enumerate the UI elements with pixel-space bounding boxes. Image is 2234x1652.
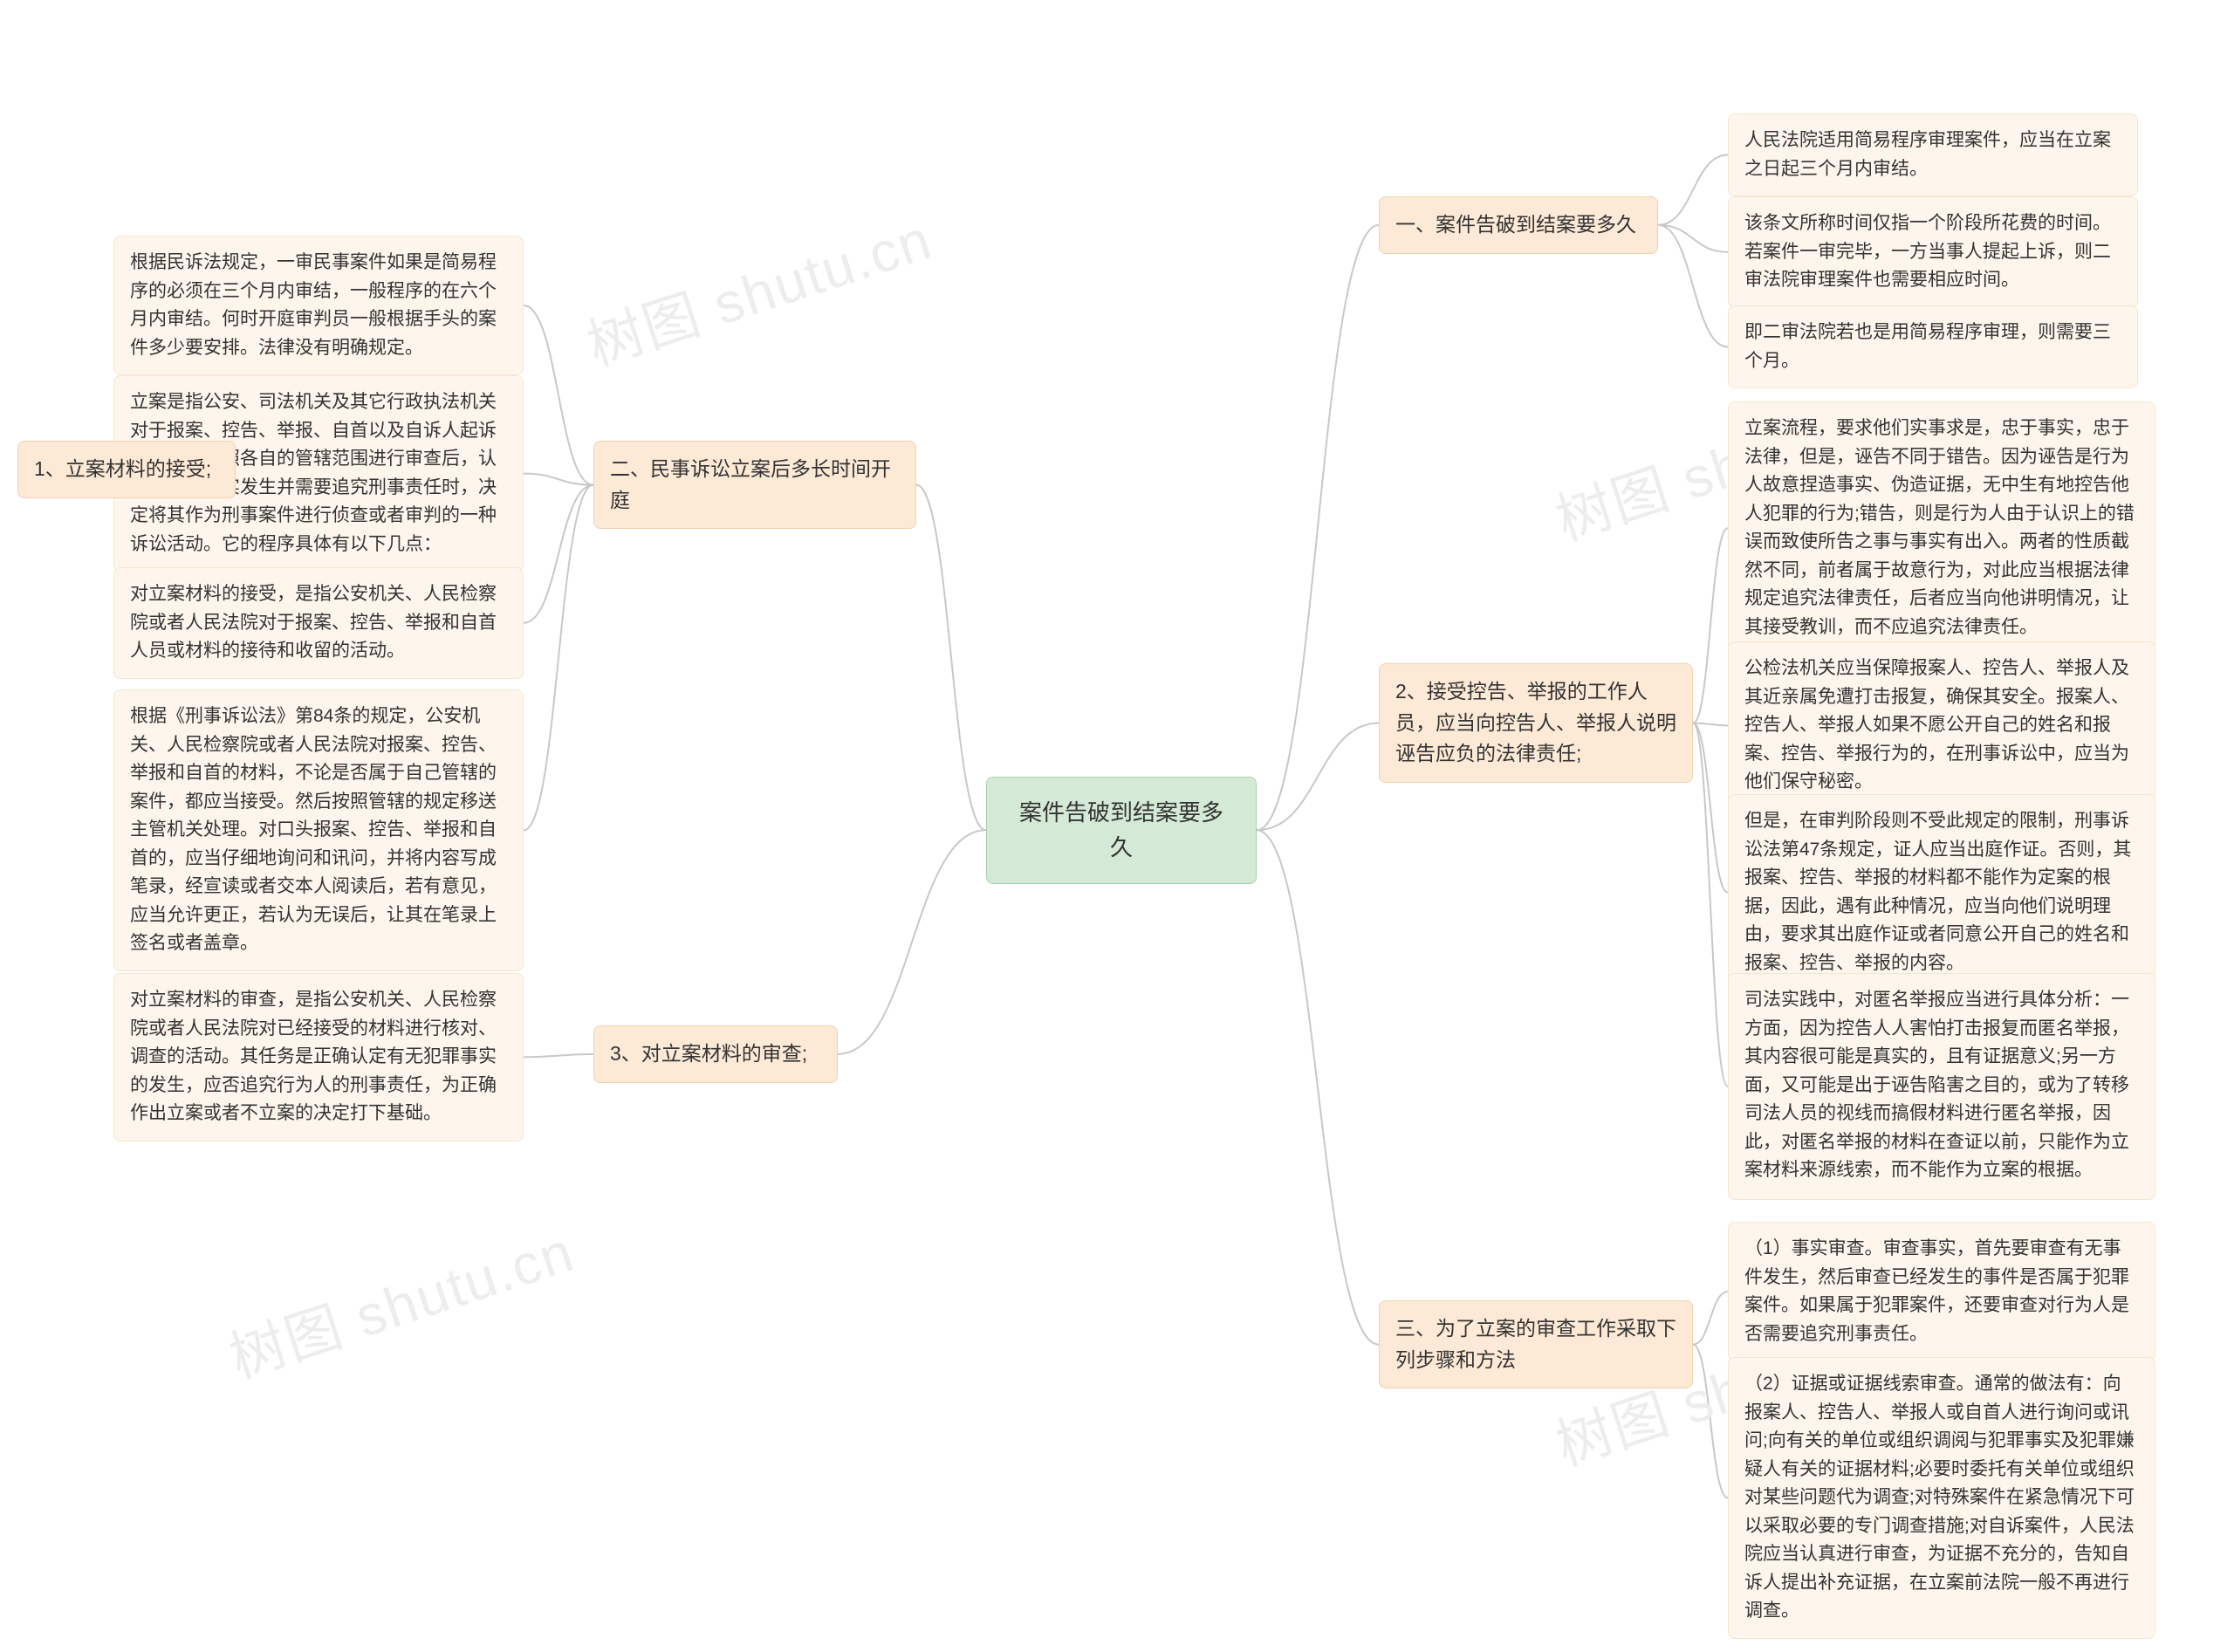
branch-node[interactable]: 2、接受控告、举报的工作人员，应当向控告人、举报人说明诬告应负的法律责任; [1379, 663, 1693, 783]
node-label: （2）证据或证据线索审查。通常的做法有：向报案人、控告人、举报人或自首人进行询问… [1744, 1374, 2135, 1621]
branch-node[interactable]: 三、为了立案的审查工作采取下列步骤和方法 [1379, 1300, 1693, 1388]
leaf-node[interactable]: 根据《刑事诉讼法》第84条的规定，公安机关、人民检察院或者人民法院对报案、控告、… [113, 689, 524, 971]
node-label: 一、案件告破到结案要多久 [1395, 213, 1636, 236]
branch-node[interactable]: 3、对立案材料的审查; [593, 1025, 838, 1083]
root-node[interactable]: 案件告破到结案要多久 [986, 777, 1257, 884]
branch-node[interactable]: 二、民事诉讼立案后多长时间开庭 [593, 441, 916, 529]
node-label: 1、立案材料的接受; [34, 457, 211, 480]
leaf-node[interactable]: （1）事实审查。审查事实，首先要审查有无事件发生，然后审查已经发生的事件是否属于… [1728, 1222, 2155, 1361]
leaf-node[interactable]: 对立案材料的接受，是指公安机关、人民检察院或者人民法院对于报案、控告、举报和自首… [113, 567, 524, 679]
node-label: 司法实践中，对匿名举报应当进行具体分析：一方面，因为控告人人害怕打击报复而匿名举… [1744, 990, 2129, 1180]
watermark: 树图 shutu.cn [576, 195, 941, 381]
mindmap-canvas: 树图 shutu.cn树图 shutu.cn树图 shutu.cn树图 shut… [0, 0, 2234, 1652]
leaf-node[interactable]: 即二审法院若也是用简易程序审理，则需要三个月。 [1728, 305, 2138, 388]
branch-node[interactable]: 1、立案材料的接受; [17, 441, 236, 498]
branch-node[interactable]: 一、案件告破到结案要多久 [1379, 196, 1658, 254]
node-label: 即二审法院若也是用简易程序审理，则需要三个月。 [1744, 322, 2111, 371]
watermark: 树图 shutu.cn [218, 1207, 583, 1394]
node-label: 案件告破到结案要多久 [1019, 799, 1223, 860]
leaf-node[interactable]: 立案流程，要求他们实事求是，忠于事实，忠于法律，但是，诬告不同于错告。因为诬告是… [1728, 401, 2155, 655]
leaf-node[interactable]: 对立案材料的审查，是指公安机关、人民检察院或者人民法院对已经接受的材料进行核对、… [113, 973, 524, 1141]
node-label: 三、为了立案的审查工作采取下列步骤和方法 [1395, 1317, 1676, 1371]
leaf-node[interactable]: 根据民诉法规定，一审民事案件如果是简易程序的必须在三个月内审结，一般程序的在六个… [113, 236, 524, 375]
leaf-node[interactable]: （2）证据或证据线索审查。通常的做法有：向报案人、控告人、举报人或自首人进行询问… [1728, 1357, 2155, 1639]
node-label: 立案流程，要求他们实事求是，忠于事实，忠于法律，但是，诬告不同于错告。因为诬告是… [1744, 418, 2135, 637]
node-label: 该条文所称时间仅指一个阶段所花费的时间。若案件一审完毕，一方当事人提起上诉，则二… [1744, 213, 2111, 290]
node-label: 对立案材料的接受，是指公安机关、人民检察院或者人民法院对于报案、控告、举报和自首… [130, 584, 497, 661]
node-label: 3、对立案材料的审查; [610, 1042, 807, 1065]
node-label: 公检法机关应当保障报案人、控告人、举报人及其近亲属免遭打击报复，确保其安全。报案… [1744, 658, 2129, 792]
node-label: 根据民诉法规定，一审民事案件如果是简易程序的必须在三个月内审结，一般程序的在六个… [130, 252, 497, 358]
node-label: 根据《刑事诉讼法》第84条的规定，公安机关、人民检察院或者人民法院对报案、控告、… [130, 706, 497, 953]
node-label: 2、接受控告、举报的工作人员，应当向控告人、举报人说明诬告应负的法律责任; [1395, 680, 1676, 764]
node-label: 人民法院适用简易程序审理案件，应当在立案之日起三个月内审结。 [1744, 130, 2111, 179]
node-label: （1）事实审查。审查事实，首先要审查有无事件发生，然后审查已经发生的事件是否属于… [1744, 1238, 2129, 1344]
leaf-node[interactable]: 该条文所称时间仅指一个阶段所花费的时间。若案件一审完毕，一方当事人提起上诉，则二… [1728, 196, 2138, 308]
leaf-node[interactable]: 司法实践中，对匿名举报应当进行具体分析：一方面，因为控告人人害怕打击报复而匿名举… [1728, 973, 2155, 1200]
node-label: 二、民事诉讼立案后多长时间开庭 [610, 457, 891, 511]
leaf-node[interactable]: 人民法院适用简易程序审理案件，应当在立案之日起三个月内审结。 [1728, 113, 2138, 196]
node-label: 对立案材料的审查，是指公安机关、人民检察院或者人民法院对已经接受的材料进行核对、… [130, 990, 497, 1123]
leaf-node[interactable]: 公检法机关应当保障报案人、控告人、举报人及其近亲属免遭打击报复，确保其安全。报案… [1728, 641, 2155, 810]
leaf-node[interactable]: 但是，在审判阶段则不受此规定的限制，刑事诉讼法第47条规定，证人应当出庭作证。否… [1728, 794, 2155, 991]
node-label: 但是，在审判阶段则不受此规定的限制，刑事诉讼法第47条规定，证人应当出庭作证。否… [1744, 811, 2131, 973]
